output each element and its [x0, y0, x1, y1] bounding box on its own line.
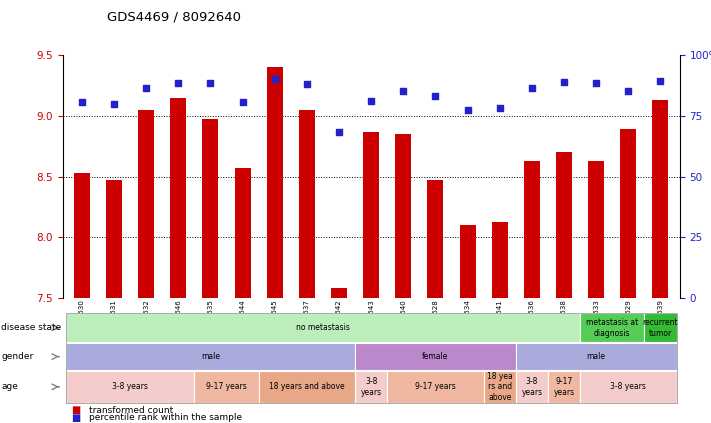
- Bar: [74, 173, 90, 298]
- Point: [397, 88, 409, 95]
- Text: 9-17
years: 9-17 years: [553, 377, 574, 396]
- Bar: [331, 288, 347, 298]
- Text: male: male: [201, 352, 220, 361]
- Point: [365, 98, 377, 104]
- Point: [108, 100, 119, 107]
- Bar: [203, 119, 218, 298]
- Text: GDS4469 / 8092640: GDS4469 / 8092640: [107, 11, 240, 24]
- Point: [205, 80, 216, 86]
- Bar: [556, 152, 572, 298]
- Bar: [106, 180, 122, 298]
- Text: 9-17 years: 9-17 years: [206, 382, 247, 391]
- Text: 3-8 years: 3-8 years: [610, 382, 646, 391]
- Text: disease state: disease state: [1, 323, 62, 332]
- Bar: [299, 110, 315, 298]
- Bar: [653, 100, 668, 298]
- Bar: [427, 180, 444, 298]
- Bar: [170, 98, 186, 298]
- Text: 18 years and above: 18 years and above: [269, 382, 345, 391]
- Text: age: age: [1, 382, 18, 391]
- Bar: [492, 222, 508, 298]
- Bar: [395, 134, 412, 298]
- Point: [237, 99, 248, 106]
- Text: 9-17 years: 9-17 years: [415, 382, 456, 391]
- Text: 3-8
years: 3-8 years: [360, 377, 382, 396]
- Text: transformed count: transformed count: [89, 406, 173, 415]
- Point: [623, 88, 634, 95]
- Point: [655, 77, 666, 84]
- Point: [494, 105, 506, 112]
- Text: 3-8
years: 3-8 years: [521, 377, 542, 396]
- Point: [590, 80, 602, 86]
- Bar: [138, 110, 154, 298]
- Bar: [235, 168, 250, 298]
- Bar: [459, 225, 476, 298]
- Bar: [363, 132, 379, 298]
- Point: [429, 93, 441, 100]
- Point: [462, 106, 474, 113]
- Text: percentile rank within the sample: percentile rank within the sample: [89, 413, 242, 423]
- Point: [76, 99, 87, 106]
- Text: ■: ■: [71, 405, 80, 415]
- Bar: [620, 129, 636, 298]
- Bar: [524, 161, 540, 298]
- Point: [141, 85, 152, 91]
- Point: [333, 128, 345, 135]
- Bar: [588, 161, 604, 298]
- Point: [301, 81, 313, 88]
- Text: 3-8 years: 3-8 years: [112, 382, 148, 391]
- Text: male: male: [587, 352, 606, 361]
- Text: female: female: [422, 352, 449, 361]
- Text: ■: ■: [71, 413, 80, 423]
- Point: [558, 78, 570, 85]
- Point: [173, 80, 184, 86]
- Text: no metastasis: no metastasis: [296, 323, 350, 332]
- Text: recurrent
tumor: recurrent tumor: [643, 318, 678, 338]
- Point: [526, 85, 538, 91]
- Text: 18 yea
rs and
above: 18 yea rs and above: [487, 372, 513, 402]
- Text: gender: gender: [1, 352, 33, 361]
- Bar: [267, 67, 283, 298]
- Point: [269, 76, 280, 83]
- Text: metastasis at
diagnosis: metastasis at diagnosis: [586, 318, 638, 338]
